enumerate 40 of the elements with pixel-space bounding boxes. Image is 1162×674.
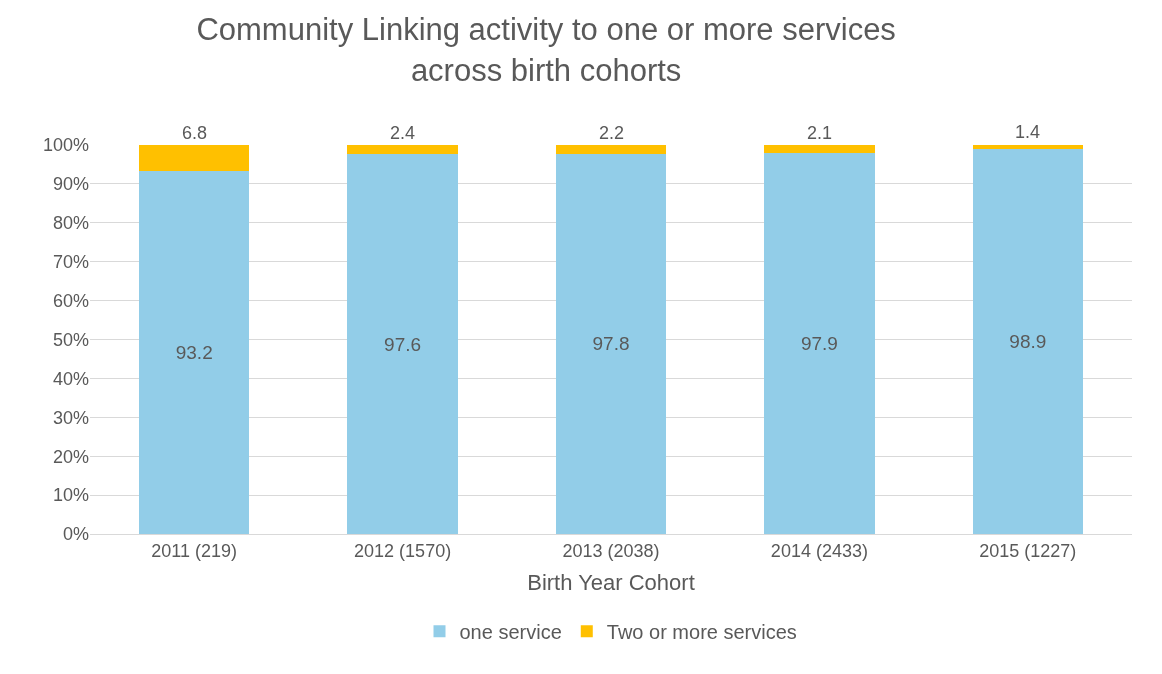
x-tick-label: 2014 (2433) bbox=[770, 540, 868, 561]
data-label: 2.4 bbox=[390, 123, 416, 143]
x-tick-label: 2011 (219) bbox=[151, 540, 238, 561]
bar bbox=[347, 154, 458, 534]
chart-title: Community Linking activity to one or more services across birth cohorts bbox=[196, 12, 896, 88]
bar bbox=[972, 145, 1084, 150]
y-tick-label: 50% bbox=[52, 329, 89, 350]
x-tick-label: 2012 (1570) bbox=[354, 540, 452, 561]
y-tick-label: 10% bbox=[52, 485, 89, 506]
data-label: 93.2 bbox=[175, 342, 213, 364]
y-tick-label: 0% bbox=[62, 524, 89, 545]
bar bbox=[555, 145, 667, 154]
data-label: 1.4 bbox=[1015, 122, 1041, 142]
y-tick-label: 90% bbox=[52, 174, 89, 195]
data-label: 98.9 bbox=[1009, 331, 1047, 353]
y-tick-label: 80% bbox=[52, 213, 89, 234]
data-label: 2.2 bbox=[599, 123, 625, 143]
y-tick-label: 20% bbox=[52, 446, 89, 467]
legend-label: one service bbox=[459, 621, 562, 644]
bar bbox=[764, 145, 875, 154]
bar bbox=[138, 171, 250, 534]
y-tick-label: 70% bbox=[52, 252, 89, 272]
bar bbox=[972, 149, 1084, 534]
legend-label: Two or more services bbox=[606, 621, 797, 644]
y-tick-label: 30% bbox=[52, 407, 89, 428]
data-label: 6.8 bbox=[182, 123, 208, 143]
y-tick-label: 100% bbox=[42, 135, 89, 156]
data-label: 97.6 bbox=[384, 333, 422, 355]
bar bbox=[555, 153, 667, 534]
x-axis-title: Birth Year Cohort bbox=[527, 570, 695, 596]
data-label: 2.1 bbox=[807, 123, 833, 143]
bar bbox=[347, 145, 458, 155]
y-tick-label: 60% bbox=[52, 290, 89, 311]
y-tick-label: 40% bbox=[52, 368, 89, 389]
data-label: 97.8 bbox=[592, 333, 630, 355]
x-tick-label: 2015 (1227) bbox=[979, 540, 1077, 561]
bar bbox=[764, 153, 875, 534]
x-tick-label: 2013 (2038) bbox=[562, 540, 660, 561]
bar bbox=[138, 145, 250, 172]
data-label: 97.9 bbox=[800, 333, 838, 355]
